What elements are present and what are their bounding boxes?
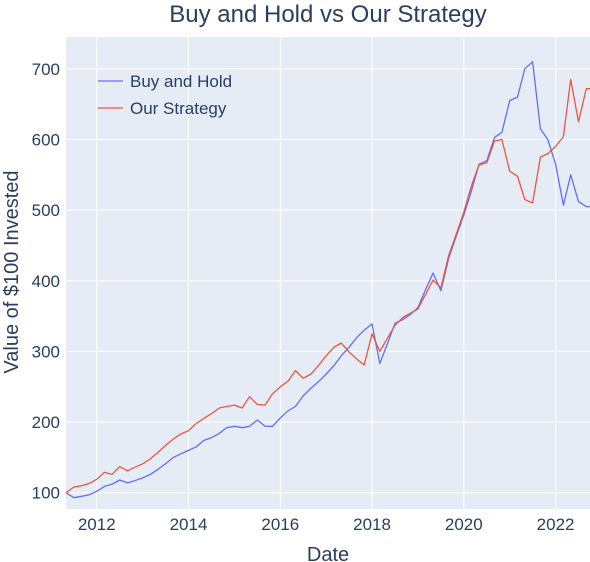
y-tick-label: 200	[32, 413, 60, 432]
x-tick-label: 2016	[261, 515, 299, 534]
plot-background	[66, 37, 590, 509]
y-tick-label: 400	[32, 272, 60, 291]
y-tick-label: 300	[32, 342, 60, 361]
legend-label-our-strategy: Our Strategy	[130, 99, 227, 118]
x-tick-label: 2012	[78, 515, 116, 534]
x-tick-label: 2020	[445, 515, 483, 534]
series-line-our-strategy	[65, 78, 590, 494]
x-tick-label: 2014	[170, 515, 208, 534]
y-axis-title: Value of $100 Invested	[1, 170, 23, 373]
legend-label-buy-and-hold: Buy and Hold	[130, 72, 232, 91]
y-tick-labels: 100 200 300 400 500 600 700	[32, 60, 60, 503]
grid-lines	[66, 37, 590, 509]
x-axis-title: Date	[307, 544, 349, 562]
series-line-buy-and-hold	[65, 61, 590, 499]
legend: Buy and Hold Our Strategy	[98, 72, 232, 118]
series-lines	[65, 61, 590, 499]
y-tick-label: 500	[32, 201, 60, 220]
x-tick-labels: 2012 2014 2016 2018 2020 2022	[78, 515, 575, 534]
chart-title: Buy and Hold vs Our Strategy	[169, 1, 486, 28]
x-tick-label: 2022	[537, 515, 575, 534]
y-tick-label: 600	[32, 130, 60, 149]
x-tick-label: 2018	[353, 515, 391, 534]
y-tick-label: 700	[32, 60, 60, 79]
y-tick-label: 100	[32, 484, 60, 503]
